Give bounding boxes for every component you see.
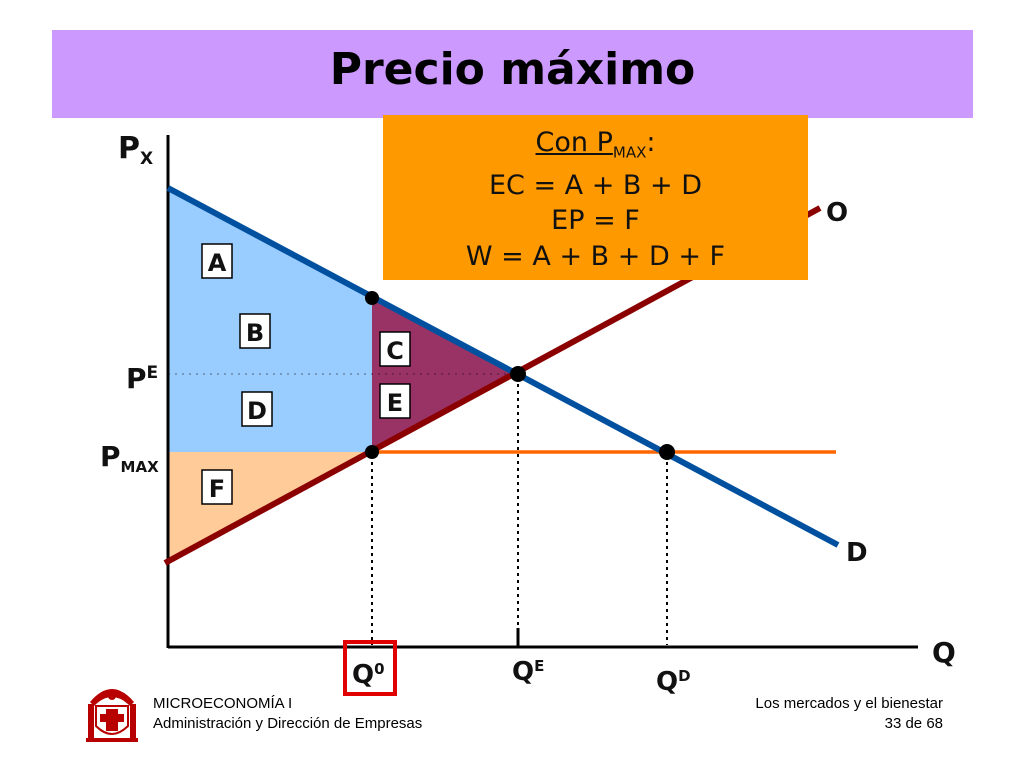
footer-slide-info: Los mercados y el bienestar 33 de 68 — [755, 694, 943, 734]
footer-degree-name: Administración y Dirección de Empresas — [153, 715, 423, 732]
pmax-label: PMAX — [100, 440, 159, 476]
slide-title: Precio máximo — [329, 44, 696, 95]
supply-curve-label: O — [826, 198, 848, 228]
point-equilibrium — [510, 366, 526, 382]
region-label-b: B — [239, 313, 271, 349]
producer-surplus-formula: EP = F — [551, 205, 640, 236]
total-welfare-formula: W = A + B + D + F — [465, 241, 726, 272]
qd-label: QD — [656, 667, 691, 697]
footer-topic: Los mercados y el bienestar — [755, 695, 943, 712]
q0-label: Q0 — [352, 660, 385, 690]
region-label-e: E — [379, 383, 411, 419]
svg-text:A: A — [208, 249, 227, 277]
title-bar: Precio máximo — [52, 30, 973, 118]
svg-text:F: F — [209, 475, 225, 503]
footer-course-name: MICROECONOMÍA I — [153, 695, 293, 712]
svg-text:C: C — [386, 337, 404, 365]
qe-label: QE — [512, 657, 544, 687]
svg-text:D: D — [247, 397, 267, 425]
demand-curve-label: D — [846, 538, 868, 568]
point-qd-demand — [659, 444, 675, 460]
point-q0-supply — [365, 445, 379, 459]
welfare-info-box: Con PMAX: EC = A + B + D EP = F W = A + … — [383, 115, 808, 280]
footer-page-number: 33 de 68 — [884, 715, 943, 732]
point-q0-demand — [365, 291, 379, 305]
university-crest-icon — [86, 689, 138, 742]
deadweight-loss-area — [372, 298, 518, 452]
consumer-surplus-formula: EC = A + B + D — [488, 170, 703, 201]
info-heading: Con PMAX: — [535, 127, 656, 162]
demand-curve — [166, 185, 840, 548]
region-label-f: F — [201, 469, 233, 505]
region-label-a: A — [201, 243, 233, 279]
svg-text:E: E — [387, 389, 403, 417]
y-axis-label: PX — [118, 131, 153, 169]
footer-course-info: MICROECONOMÍA I Administración y Direcci… — [153, 694, 422, 734]
region-label-d: D — [241, 391, 273, 427]
svg-text:B: B — [246, 319, 264, 347]
pe-label: PE — [126, 362, 158, 395]
x-axis-label: Q — [932, 636, 956, 669]
q0-highlight-box — [343, 640, 397, 696]
region-label-c: C — [379, 331, 411, 367]
